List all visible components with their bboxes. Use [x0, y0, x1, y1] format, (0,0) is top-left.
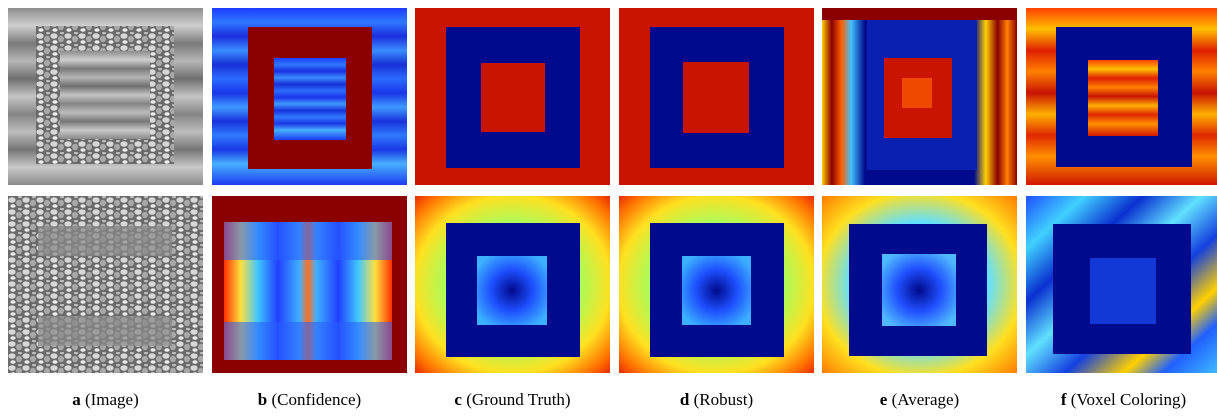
image-a-bottom: [8, 196, 203, 373]
panel-f-bottom-voxel-coloring: [1026, 196, 1217, 373]
panel-b-top-confidence: [212, 8, 407, 185]
column-b: b (Confidence): [212, 0, 407, 419]
caption-f: f (Voxel Coloring): [1060, 390, 1187, 409]
image-f-top: [1026, 8, 1217, 185]
panel-c-top-ground-truth: [415, 8, 610, 185]
column-c: c (Ground Truth): [415, 0, 610, 419]
image-f-bottom: [1026, 196, 1217, 373]
image-a-top: [8, 8, 203, 185]
panel-a-top-image: [8, 8, 203, 185]
caption-a: a (Image): [72, 390, 139, 409]
column-e: e (Average): [822, 0, 1017, 419]
image-b-top: [212, 8, 407, 185]
image-b-bottom: [212, 196, 407, 373]
image-c-bottom: [415, 196, 610, 373]
column-a: a (Image): [8, 0, 203, 419]
column-f: f (Voxel Coloring): [1026, 0, 1217, 419]
caption-c: c (Ground Truth): [454, 390, 571, 409]
image-d-bottom: [619, 196, 814, 373]
image-e-bottom: [822, 196, 1017, 373]
panel-e-bottom-average: [822, 196, 1017, 373]
caption-d: d (Robust): [679, 390, 754, 409]
panel-d-bottom-robust: [619, 196, 814, 373]
caption-e: e (Average): [879, 390, 960, 409]
image-e-top: [822, 8, 1017, 185]
image-d-top: [619, 8, 814, 185]
panel-b-bottom-confidence: [212, 196, 407, 373]
caption-b: b (Confidence): [257, 390, 362, 409]
panel-d-top-robust: [619, 8, 814, 185]
image-c-top: [415, 8, 610, 185]
panel-c-bottom-ground-truth: [415, 196, 610, 373]
panel-e-top-average: [822, 8, 1017, 185]
column-d: d (Robust): [619, 0, 814, 419]
panel-f-top-voxel-coloring: [1026, 8, 1217, 185]
panel-a-bottom-image: [8, 196, 203, 373]
